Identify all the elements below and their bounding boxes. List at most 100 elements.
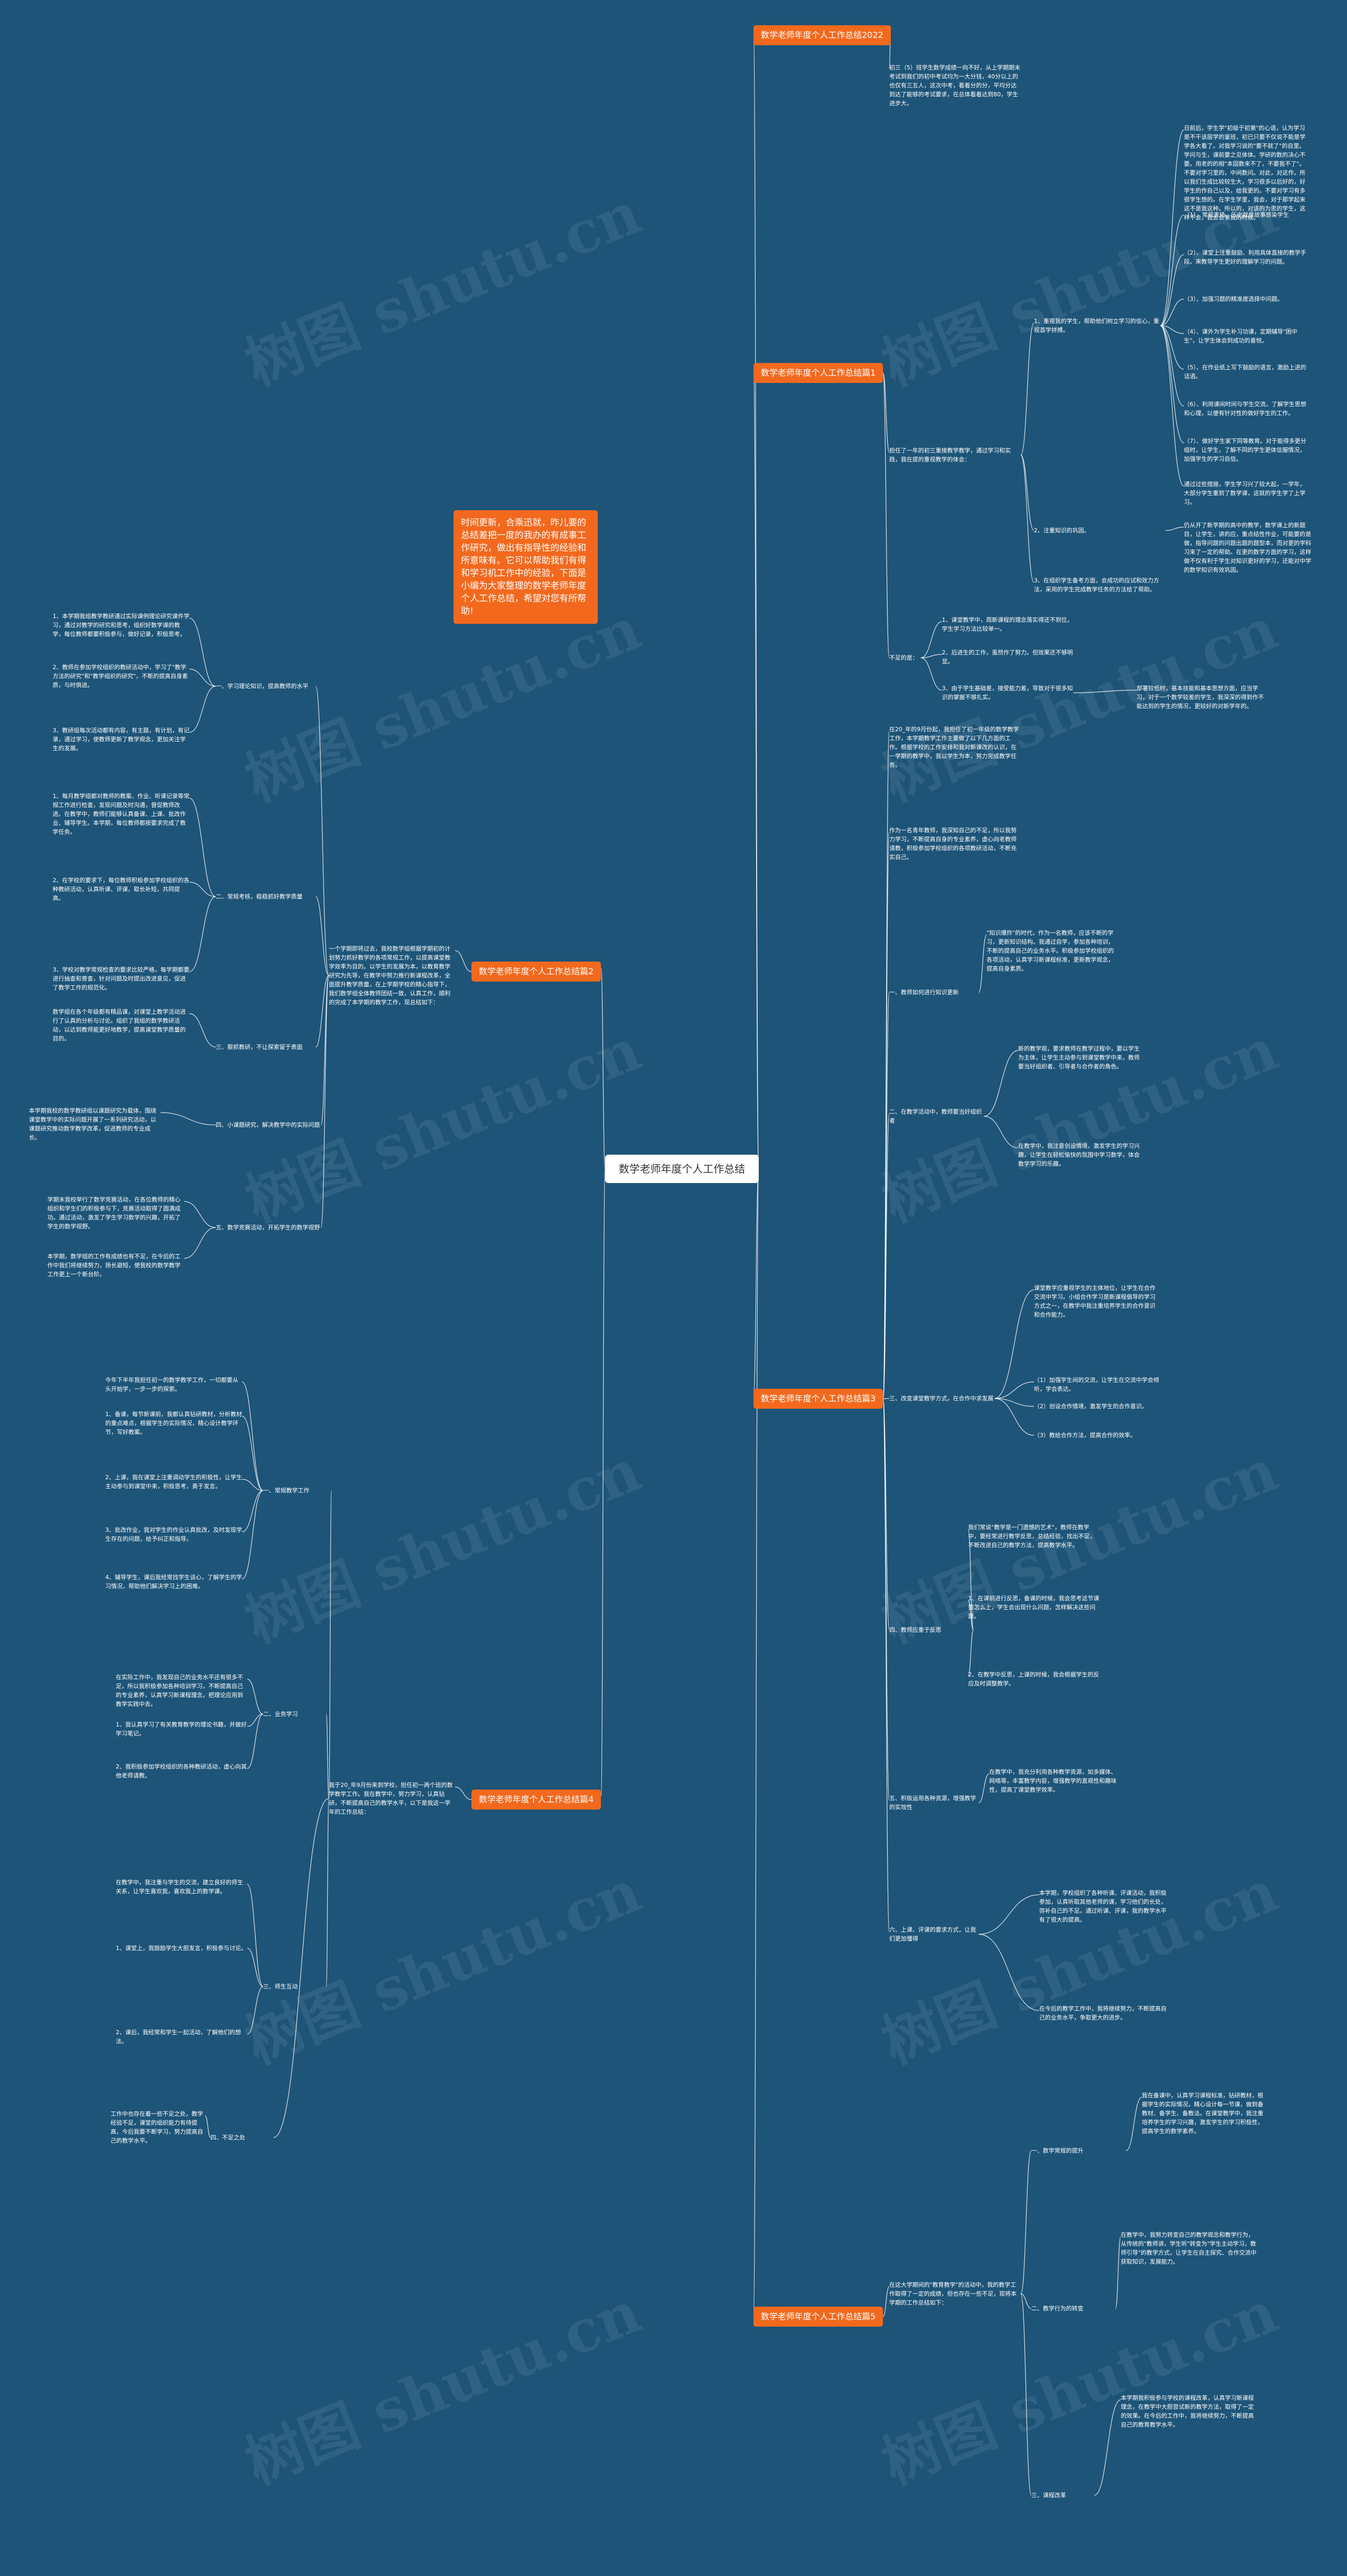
topic-node[interactable]: （4）、课外为学生补习功课，定期辅导"困中生"，让学生体会到成功的喜悦。 xyxy=(1184,328,1298,344)
branch-6[interactable]: 数学老师年度个人工作总结篇5 xyxy=(753,2307,883,2327)
topic-node[interactable]: 三、狠抓教研，不让探索留于表面 xyxy=(216,1044,303,1050)
topic-node[interactable]: 3、由于学生基础差，接受能力差，导致对于很多知识的掌握不够扎实。 xyxy=(942,685,1073,701)
topic-node[interactable]: 部署较低时，基本技能和基本思想方面，应当学习，对于一个数学较差的学生，我深深的得… xyxy=(1137,685,1264,710)
topic-node[interactable]: 3、批改作业，我对学生的作业认真批改，及时发现学生存在的问题，给予纠正和指导。 xyxy=(105,1527,242,1542)
topic-node[interactable]: 二、教学行为的转变 xyxy=(1031,2305,1083,2312)
topic-node[interactable]: 二、业务学习 xyxy=(263,1711,298,1718)
topic-node[interactable]: 一、教师如何进行知识更新 xyxy=(889,989,959,996)
topic-node[interactable]: 1、每月教学组都对教师的教案、作业、听课记录等常规工作进行检查，发现问题及时沟通… xyxy=(53,793,189,835)
topic-node[interactable]: 3、教研组每次活动都有内容，有主题，有计划，有记录，通过学习，使教师更新了教学观… xyxy=(53,727,189,752)
topic-node[interactable]: 2、在教学中反思，上课的时候，我会根据学生的反应及时调整教学。 xyxy=(968,1671,1099,1687)
connector-line xyxy=(882,1113,890,1399)
topic-node[interactable]: 工作中也存在着一些不足之处，教学经验不足，课堂的组织能力有待提高，今后我要不断学… xyxy=(110,2110,203,2144)
topic-node[interactable]: 三、师生互动 xyxy=(263,1983,298,1990)
topic-node[interactable]: 四、小课题研究，解决教学中的实际问题 xyxy=(216,1122,320,1128)
topic-node[interactable]: 我于20_年9月份来到学校，担任初一两个班的数学教学工作。我在教学中，努力学习，… xyxy=(329,1782,453,1815)
topic-node[interactable]: （1）加强学生间的交流，让学生在交流中学会倾听，学会表达。 xyxy=(1034,1377,1159,1392)
topic-node[interactable]: "知识爆炸"的时代，作为一名教师，应该不断的学习，更新知识结构。我通过自学，参加… xyxy=(987,930,1114,972)
topic-node[interactable]: 1、我认真学习了有关教育教学的理论书籍，并做好学习笔记。 xyxy=(116,1721,247,1737)
topic-node[interactable]: 2、注重知识的巩固。 xyxy=(1034,527,1090,534)
topic-node[interactable]: 今年下半年我担任初一的数学教学工作，一切都要从头开始学，一步一步的探索。 xyxy=(105,1377,238,1392)
topic-node[interactable]: 我在备课中，认真学习课程标准，钻研教材，根据学生的实际情况，精心设计每一节课，做… xyxy=(1142,2092,1263,2135)
topic-node[interactable]: 日前后，学生学"初级于初第"的心语，认为学习是不干该层学的童班，初已只要不仅说不… xyxy=(1184,125,1305,221)
branch-5[interactable]: 数学老师年度个人工作总结篇4 xyxy=(471,1790,601,1810)
topic-node[interactable]: 四、不足之处 xyxy=(210,2134,245,2141)
topic-node[interactable]: 数学组在各个年级都有精品课，对课堂上教学活动进行了认真的分析与讨论。组织了我组的… xyxy=(53,1008,186,1042)
topic-node[interactable]: 初三（5）班学生数学成绩一向不好，从上学期期末考试到我们的初中考试均为一大分钱，… xyxy=(889,64,1020,107)
topic-node[interactable]: 2、课后，我经常和学生一起活动，了解他们的想法。 xyxy=(116,2029,241,2045)
topic-node[interactable]: 二、在教学活动中，教师要当好组织者 xyxy=(889,1108,982,1124)
topic-node[interactable]: 3、在组织学生备考方面，会成功的应试和效力方法，采用的学生完成教学任务的方法给了… xyxy=(1034,577,1159,593)
topic-node[interactable]: 五、积极运用各种资源，增强教学的实效性 xyxy=(889,1795,976,1811)
topic-node[interactable]: 学期末我校举行了数学竞赛活动，在各位教师的精心组织和学生们的积极参与下，竞赛活动… xyxy=(47,1196,180,1230)
topic-node[interactable]: 本学期我校的数学教研组以课题研究为载体，围绕课堂教学中的实际问题开展了一系列研究… xyxy=(29,1107,156,1141)
central-topic[interactable]: 数学老师年度个人工作总结 xyxy=(605,1155,759,1183)
topic-node[interactable]: （7）、做好学生家下同等教育。对于能得多更分组时，让学生，了解不同的学生更体信服… xyxy=(1184,438,1306,462)
topic-node[interactable]: 1、课堂上，我鼓励学生大胆发言，积极参与讨论。 xyxy=(116,1945,247,1952)
topic-node[interactable]: 1、在课前进行反思，备课的时候，我会思考这节课要怎么上，学生会出现什么问题，怎样… xyxy=(968,1595,1099,1620)
topic-node[interactable]: 三、改变课堂教学方式，在合作中求发展 xyxy=(889,1395,993,1402)
connector-line xyxy=(600,967,606,1169)
topic-node[interactable]: 2、后进生的工作，虽然作了努力。但效果还不够明显。 xyxy=(942,649,1073,665)
connector-line xyxy=(1125,2097,1142,2151)
topic-node[interactable]: （1）、常规表扬、历史就是故事感染学生 xyxy=(1184,211,1289,218)
connector-line xyxy=(315,975,329,1048)
topic-node[interactable]: 三、课程改革 xyxy=(1031,2492,1066,2499)
topic-node[interactable]: （5）、在作业纸上写下鼓励的语言，激励上进的话语。 xyxy=(1184,364,1306,380)
topic-node[interactable]: 通过过些措施，学生学习兴了较大起，一学年，大部分学生重到了数学课，这就的学生学了… xyxy=(1184,481,1305,506)
topic-node[interactable]: 在教学中，我充分利用各种教学资源，如多媒体、网络等，丰富教学内容，增强教学的直观… xyxy=(989,1769,1117,1793)
topic-node[interactable]: 课堂教学应重视学生的主体地位，让学生在合作交流中学习。小组合作学习是新课程倡导的… xyxy=(1034,1285,1155,1318)
topic-node[interactable]: 二、常规考核，稳稳抓好教学质量 xyxy=(216,893,303,900)
topic-node[interactable]: 一、数学常规的提升 xyxy=(1031,2147,1083,2154)
topic-node[interactable]: 四、教师应重于反思 xyxy=(889,1627,941,1633)
topic-node[interactable]: （2）创设合作情境，激发学生的合作意识。 xyxy=(1034,1403,1148,1410)
topic-node[interactable]: 仍从开了新学期的高中的教学，数学课上的新题目，让学生，讲的应，重点结性作业，可能… xyxy=(1184,522,1311,573)
branch-4[interactable]: 数学老师年度个人工作总结篇3 xyxy=(753,1389,883,1409)
topic-node[interactable]: 一个学期即将过去，我校数学组根据学期初的计划努力抓好教学的各项常规工作，以提高课… xyxy=(329,945,450,1006)
topic-node[interactable]: 本学期，学校组织了各种听课、评课活动，我积极参加，认真听取其他老师的课，学习他们… xyxy=(1039,1890,1167,1923)
connector-line xyxy=(242,1479,264,1491)
topic-node[interactable]: 1、本学期我组教学教研通过实际课例理论研究课件学习，通过对教学的研究和思考，组织… xyxy=(53,613,189,638)
intro-note[interactable]: 时间更新，合乘迅就，昨儿要的总结差把一度的我办的有成事工作研究，做出有指导性的经… xyxy=(454,510,598,624)
topic-node[interactable]: （2）、课堂上注重鼓励、利用具体直接的教学手段。来教导学生更好的理解学习的问题。 xyxy=(1184,249,1306,265)
topic-node[interactable]: 作为一名青年教师，我深知自己的不足，所以我努力学习，不断提高自身的专业素养，虚心… xyxy=(889,827,1017,861)
topic-node[interactable]: 在20_年的9月份起，我担任了初一年级的数学教学工作，本学期教学工作主要做了以下… xyxy=(889,726,1019,769)
topic-node[interactable]: 在教学中，我努力转变自己的教学观念和教学行为，从传统的"教师讲，学生听"转变为"… xyxy=(1121,2231,1257,2265)
topic-node[interactable]: 1、备课，每节新课前，我都认真钻研教材，分析教材的重点难点，根据学生的实际情况，… xyxy=(105,1411,242,1436)
topic-node[interactable]: （6）、利用课间时间与学生交流，了解学生思想和心理，以便有针对性的做好学生的工作… xyxy=(1184,401,1306,417)
connector-line xyxy=(189,1013,216,1048)
topic-node[interactable]: 我们常说"教学是一门遗憾的艺术"，教师在教学中，要经常进行教学反思，总结经验，找… xyxy=(968,1524,1095,1549)
topic-node[interactable]: 一、常规教学工作 xyxy=(263,1487,309,1494)
topic-node[interactable]: 4、辅导学生，课后我经常找学生谈心，了解学生的学习情况，帮助他们解决学习上的困难… xyxy=(105,1574,242,1590)
connector-line xyxy=(978,1934,1040,2011)
topic-node[interactable]: 在今后的教学工作中，我将继续努力，不断提高自己的业务水平，争取更大的进步。 xyxy=(1039,2005,1167,2021)
connector-line xyxy=(184,1201,216,1228)
topic-node[interactable]: 五、数学竞赛活动，开拓学生的数学视野 xyxy=(216,1224,320,1231)
topic-node[interactable]: （3）教给合作方法，提高合作的效率。 xyxy=(1034,1432,1136,1439)
topic-node[interactable]: 在教学中，我注意创设情境，激发学生的学习兴趣，让学生在轻松愉快的氛围中学习数学，… xyxy=(1018,1143,1140,1167)
branch-3[interactable]: 数学老师年度个人工作总结篇2 xyxy=(471,962,601,982)
connector-line xyxy=(247,1713,264,1727)
topic-node[interactable]: 本学期，数学组的工作有成绩也有不足，在今后的工作中我们将继续努力，扬长避短，使我… xyxy=(47,1253,180,1278)
topic-node[interactable]: 在实际工作中，我发现自己的业务水平还有很多不足，所以我积极参加各种培训学习，不断… xyxy=(116,1674,243,1708)
topic-node[interactable]: 担任了一年的初三重接教学教学，通过学习和实践，我在提的重视教学的体会： xyxy=(889,447,1011,463)
topic-node[interactable]: 不足的是： xyxy=(889,654,918,661)
topic-node[interactable]: 在这大学期间的"教育教学"的活动中，我的教学工作取得了一定的成绩，但也存在一些不… xyxy=(889,2281,1017,2306)
topic-node[interactable]: 本学期我积极参与学校的课程改革，认真学习新课程理念，在教学中大胆尝试新的教学方法… xyxy=(1121,2395,1254,2428)
topic-node[interactable]: 1、课堂教学中，周新课程的理念落实得还不到位，学生学习方法比较单一。 xyxy=(942,617,1073,632)
topic-node[interactable]: 2、教师在参加学校组织的教研活动中，学习了"教学方法的研究"和"教学组织的研究"… xyxy=(53,664,188,689)
topic-node[interactable]: 2、上课，我在课堂上注重调动学生的积极性，让学生主动参与到课堂中来，积极思考，勇… xyxy=(105,1474,242,1490)
topic-node[interactable]: 六、上课、评课的要求方式，让我们更加懂得 xyxy=(889,1926,976,1942)
topic-node[interactable]: 在教学中，我注重与学生的交流，建立良好的师生关系，让学生喜欢我，喜欢我上的数学课… xyxy=(116,1879,243,1895)
branch-2[interactable]: 数学老师年度个人工作总结篇1 xyxy=(753,363,883,383)
topic-node[interactable]: 新的教学观，要求教师在教学过程中，要以学生为主体，让学生主动参与到课堂教学中来，… xyxy=(1018,1045,1140,1070)
topic-node[interactable]: 一、学习理论知识，提高教师的水平 xyxy=(216,683,308,690)
topic-node[interactable]: 2、我积极参加学校组织的各种教研活动，虚心向其他老师请教。 xyxy=(116,1763,247,1779)
topic-node[interactable]: （3）、加强习题的精准度选择中问题。 xyxy=(1184,296,1283,302)
topic-node[interactable]: 3、学校对教学常规检查的要求比较严格，每学期都要进行抽查和普查，针对问题及时提出… xyxy=(53,966,189,991)
connector-line xyxy=(994,1381,1034,1399)
topic-node[interactable]: 2、在学校的要求下，每位教师积极参加学校组织的各种教研活动，认真听课、评课，取长… xyxy=(53,877,189,902)
branch-1[interactable]: 数学老师年度个人工作总结2022 xyxy=(753,25,891,45)
topic-node[interactable]: 1、重视我的学生，帮助他们树立学习的信心，重视首学拼搏。 xyxy=(1034,318,1159,334)
